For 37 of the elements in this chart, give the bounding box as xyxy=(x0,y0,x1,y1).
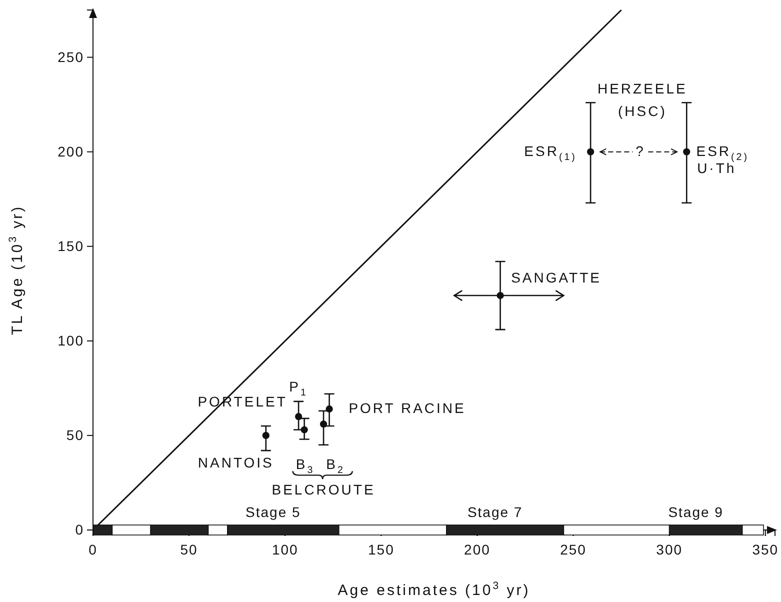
y-tick-label: 50 xyxy=(66,426,84,443)
annotation: ESR$_{(1)}$ xyxy=(524,142,577,163)
annotation: BELCROUTE xyxy=(272,480,376,497)
point xyxy=(294,412,302,420)
point xyxy=(496,292,504,300)
point xyxy=(587,148,594,156)
annotation: B$_{2}$ xyxy=(326,456,345,476)
annotation: Stage 5 xyxy=(246,504,301,520)
x-tick-label: 0 xyxy=(88,541,98,558)
point xyxy=(262,432,270,440)
point xyxy=(320,420,328,428)
point xyxy=(300,426,308,434)
x-tick-label: 200 xyxy=(464,541,490,558)
y-tick-label: 100 xyxy=(58,332,84,348)
annotation: P$_{1}$ xyxy=(289,378,308,399)
annotation: Stage 9 xyxy=(668,504,724,520)
x-tick-label: 100 xyxy=(272,541,298,558)
annotation: HERZEELE xyxy=(597,80,688,96)
x-tick-label: 250 xyxy=(560,541,586,558)
x-tick-label: 350 xyxy=(752,541,779,558)
x-tick-label: 150 xyxy=(368,541,394,558)
annotation: B$_{3}$ xyxy=(296,455,315,476)
annotation: (HSC) xyxy=(618,102,667,119)
annotation: PORT RACINE xyxy=(348,400,466,416)
annotation: ? xyxy=(636,142,646,159)
x-tick-label: 50 xyxy=(180,541,198,558)
annotation: NANTOIS xyxy=(198,454,274,470)
y-tick-label: 0 xyxy=(75,521,84,538)
y-tick-label: 200 xyxy=(58,143,84,160)
annotation: Stage 7 xyxy=(467,504,523,520)
point xyxy=(326,405,333,413)
point xyxy=(683,148,690,156)
x-tick-label: 300 xyxy=(656,541,683,558)
y-tick-label: 150 xyxy=(58,238,84,254)
x-axis-title: Age estimates (10$^{3}$ yr) xyxy=(338,580,530,599)
annotation: SANGATTE xyxy=(511,269,602,286)
y-tick-label: 250 xyxy=(58,48,84,65)
